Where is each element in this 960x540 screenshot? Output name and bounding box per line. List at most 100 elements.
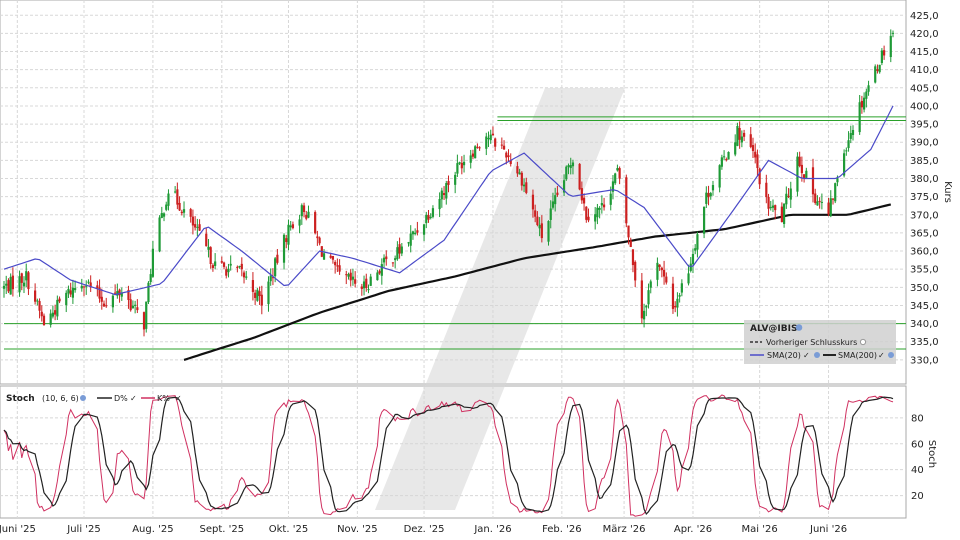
stoch-info-icon[interactable] xyxy=(80,395,86,401)
candle-body xyxy=(429,216,432,219)
candle-body xyxy=(74,288,77,291)
k-check-icon[interactable]: ✓ xyxy=(175,394,182,403)
candle-body xyxy=(876,69,879,71)
candle-body xyxy=(816,201,819,206)
sma20-info-icon[interactable] xyxy=(814,352,820,358)
candle-body xyxy=(756,154,759,169)
candle-body xyxy=(425,214,428,224)
candle-body xyxy=(260,294,263,306)
month-label: Aug. '25 xyxy=(132,524,173,535)
candle-body xyxy=(289,225,292,228)
candle-body xyxy=(100,296,103,302)
candle-body xyxy=(229,263,232,266)
candle-body xyxy=(65,292,68,305)
candle-body xyxy=(718,165,721,188)
candle-body xyxy=(800,164,803,174)
candle-body xyxy=(442,193,446,195)
candle-body xyxy=(500,144,503,146)
month-label: Sept. '25 xyxy=(200,524,245,535)
candle-body xyxy=(769,206,772,209)
candle-body xyxy=(69,290,72,295)
candle-body xyxy=(307,211,310,218)
toggle-icon[interactable] xyxy=(859,338,867,346)
candle-body xyxy=(696,234,699,250)
candle-body xyxy=(754,151,757,158)
stoch-lines xyxy=(3,394,894,517)
candle-body xyxy=(627,225,630,238)
candle-body xyxy=(162,213,166,217)
candle-body xyxy=(509,160,512,165)
candle-body xyxy=(540,223,543,239)
candle-body xyxy=(178,202,181,211)
candle-body xyxy=(843,153,846,176)
d-check-icon[interactable]: ✓ xyxy=(130,394,137,403)
sma20-check-icon[interactable]: ✓ xyxy=(803,351,810,360)
sma200-check-icon[interactable]: ✓ xyxy=(878,351,885,360)
candle-body xyxy=(71,287,74,298)
candle-body xyxy=(394,258,397,261)
candle-body xyxy=(645,305,648,308)
price-axis-label: Kurs xyxy=(942,181,953,203)
month-label: Nov. '25 xyxy=(337,524,378,535)
candle-body xyxy=(447,181,450,185)
candle-body xyxy=(196,226,199,228)
candle-body xyxy=(547,220,550,242)
candle-body xyxy=(640,280,643,319)
candle-body xyxy=(662,269,666,277)
candle-body xyxy=(58,298,61,302)
sma200-line xyxy=(183,203,892,361)
candle-body xyxy=(680,283,683,293)
candle-body xyxy=(565,166,568,180)
candle-body xyxy=(758,168,761,185)
candle-body xyxy=(598,208,601,210)
candle-body xyxy=(656,262,659,280)
candle-body xyxy=(847,140,850,149)
stoch-k-label: K% xyxy=(157,394,170,403)
candle-body xyxy=(116,291,119,296)
candle-body xyxy=(145,301,148,329)
candle-body xyxy=(507,155,510,158)
candle-body xyxy=(867,85,870,92)
price-tick-label: 425,0 xyxy=(910,11,939,22)
candle-body xyxy=(22,282,26,287)
candle-body xyxy=(709,193,712,197)
price-tick-label: 350,0 xyxy=(910,283,939,294)
price-axis: 330,0 335,0 340,0 345,0 350,0 355,0 360,0 365,0… xyxy=(910,11,939,367)
candle-body xyxy=(765,182,768,198)
candle-body xyxy=(818,200,821,202)
candle-body xyxy=(236,266,239,269)
info-icon[interactable] xyxy=(795,324,803,331)
price-tick-label: 410,0 xyxy=(910,65,939,76)
month-label: Apr. '26 xyxy=(674,524,712,535)
candle-body xyxy=(642,310,646,320)
sma20-path xyxy=(3,105,894,296)
candle-body xyxy=(240,263,243,270)
candle-body xyxy=(411,231,415,235)
candle-body xyxy=(711,185,715,191)
candle-body xyxy=(51,312,54,317)
candle-body xyxy=(174,191,177,193)
stoch-tick-label: 80 xyxy=(911,413,924,424)
month-label: März '26 xyxy=(603,524,646,535)
candle-body xyxy=(836,178,839,183)
candle-body xyxy=(167,193,170,206)
candle-body xyxy=(287,224,290,245)
candle-body xyxy=(222,262,226,267)
candle-body xyxy=(536,216,539,226)
candle-body xyxy=(42,315,46,326)
candle-body xyxy=(369,276,372,286)
candle-body xyxy=(569,165,572,169)
candle-body xyxy=(165,204,168,210)
candle-body xyxy=(20,273,23,283)
candle-body xyxy=(674,305,677,308)
candle-body xyxy=(827,202,830,215)
candle-body xyxy=(785,193,788,205)
month-label: Juni '26 xyxy=(809,524,847,535)
candle-body xyxy=(829,198,832,217)
candle-body xyxy=(238,265,241,267)
sma200-info-icon[interactable] xyxy=(888,352,894,358)
candle-body xyxy=(518,172,521,175)
candle-body xyxy=(691,253,695,265)
candle-body xyxy=(460,162,463,169)
stoch-tick-label: 60 xyxy=(911,439,924,450)
